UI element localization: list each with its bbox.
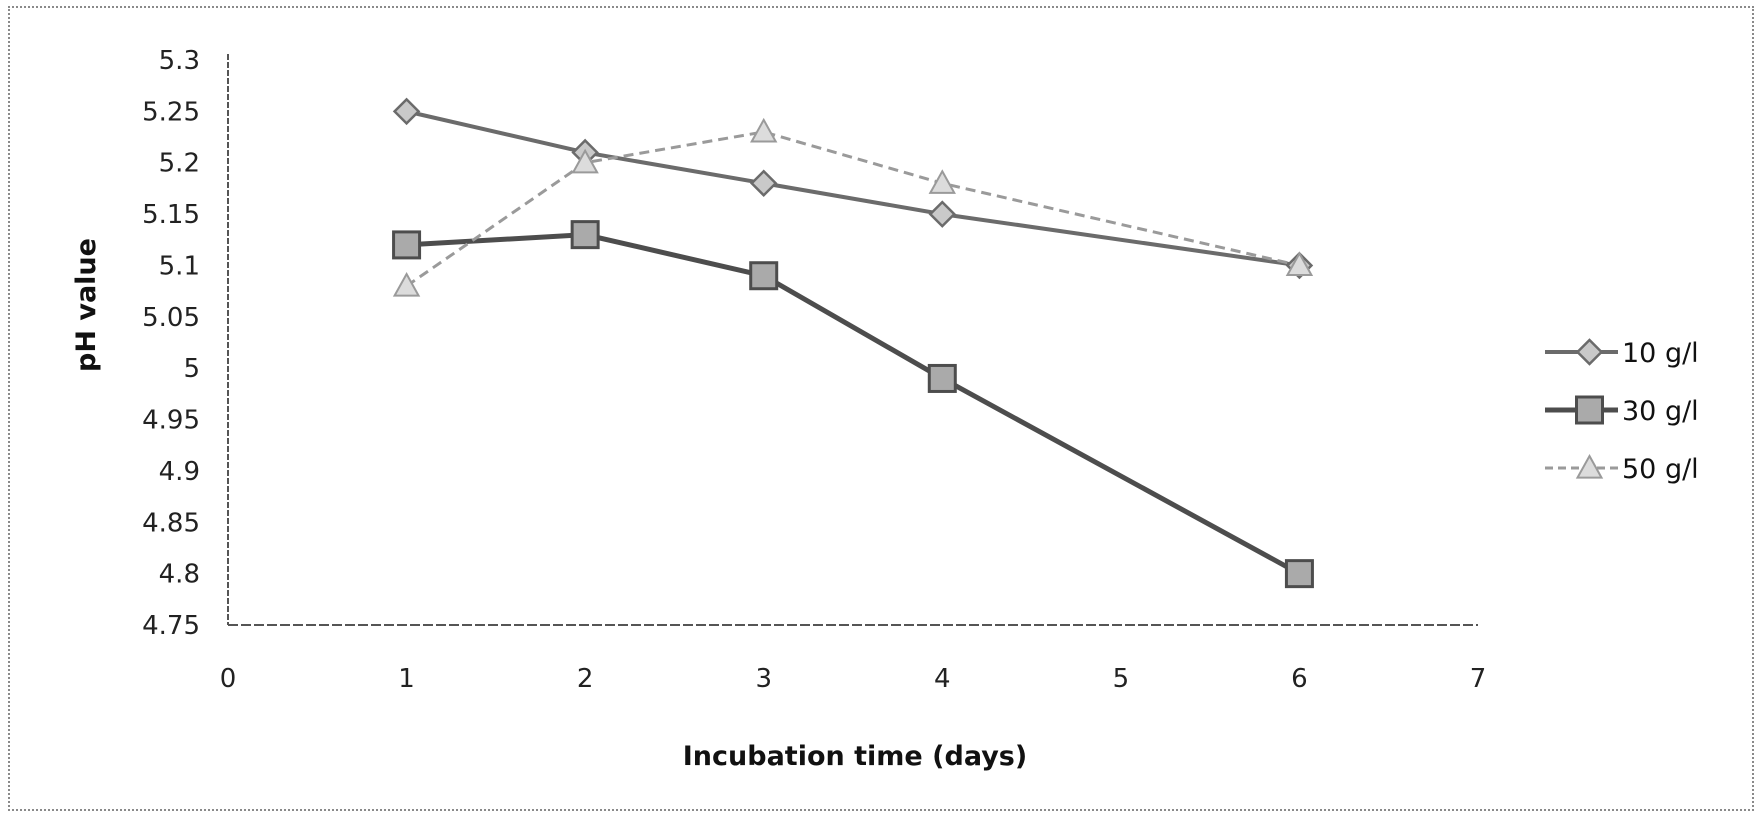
data-point	[392, 230, 422, 260]
data-point	[392, 271, 421, 297]
series-30-g-l	[392, 220, 1314, 589]
y-tick-label: 4.85	[142, 508, 200, 538]
legend-item: 50 g/l	[1545, 453, 1699, 485]
data-point	[928, 200, 957, 228]
x-tick-label: 5	[1113, 664, 1130, 694]
x-tick-label: 0	[220, 664, 237, 694]
y-tick-label: 5.1	[159, 251, 200, 281]
legend-item: 10 g/l	[1545, 338, 1699, 369]
legend-label: 10 g/l	[1622, 338, 1699, 369]
data-point	[571, 148, 599, 174]
x-axis-title: Incubation time (days)	[683, 741, 1027, 772]
series-line	[406, 232, 1301, 576]
data-point	[750, 117, 778, 143]
y-tick-label: 4.8	[159, 560, 200, 590]
y-tick-label: 4.95	[142, 406, 200, 436]
x-tick-label: 7	[1470, 664, 1487, 694]
y-tick-label: 5.2	[159, 149, 200, 179]
y-tick-label: 5.15	[142, 200, 200, 230]
legend-item: 30 g/l	[1545, 395, 1699, 427]
y-tick-label: 4.75	[142, 611, 200, 641]
legend-swatch-marker	[1575, 453, 1604, 479]
x-tick-labels: 0 1 2 3 4 5 6 7	[220, 664, 1487, 694]
data-point	[392, 97, 421, 126]
series-50-g-l	[392, 117, 1314, 297]
x-tick-label: 6	[1291, 664, 1308, 694]
chart-frame	[8, 6, 1754, 811]
series-line	[406, 109, 1300, 268]
legend: 10 g/l 30 g/l 50 g/l	[1545, 338, 1699, 485]
y-tick-label: 5.3	[159, 46, 200, 76]
data-point	[749, 169, 778, 198]
data-point	[928, 169, 956, 194]
x-tick-label: 4	[934, 664, 951, 694]
axes	[227, 54, 1478, 626]
y-tick-label: 5	[183, 354, 200, 384]
data-point	[570, 220, 600, 250]
legend-label: 50 g/l	[1622, 454, 1699, 485]
x-tick-label: 2	[577, 664, 594, 694]
x-tick-label: 3	[755, 664, 772, 694]
data-point	[927, 363, 957, 393]
y-tick-label: 5.25	[142, 97, 200, 127]
data-point	[1284, 559, 1314, 589]
legend-swatch-marker	[1575, 395, 1604, 425]
legend-label: 30 g/l	[1622, 396, 1699, 427]
legend-swatch-marker	[1575, 338, 1604, 366]
y-tick-label: 5.05	[142, 303, 200, 333]
series-line	[405, 130, 1300, 288]
series-10-g-l	[392, 97, 1314, 280]
x-tick-label: 1	[398, 664, 415, 694]
data-point	[1285, 251, 1314, 277]
y-tick-labels: 4.75 4.8 4.85 4.9 4.95 5 5.05 5.1 5.15 5.2 5.25 5.3	[142, 46, 200, 641]
y-axis-title: pH value	[71, 238, 102, 372]
y-tick-label: 4.9	[159, 457, 200, 487]
data-point	[749, 261, 779, 291]
series-layer	[392, 97, 1314, 589]
